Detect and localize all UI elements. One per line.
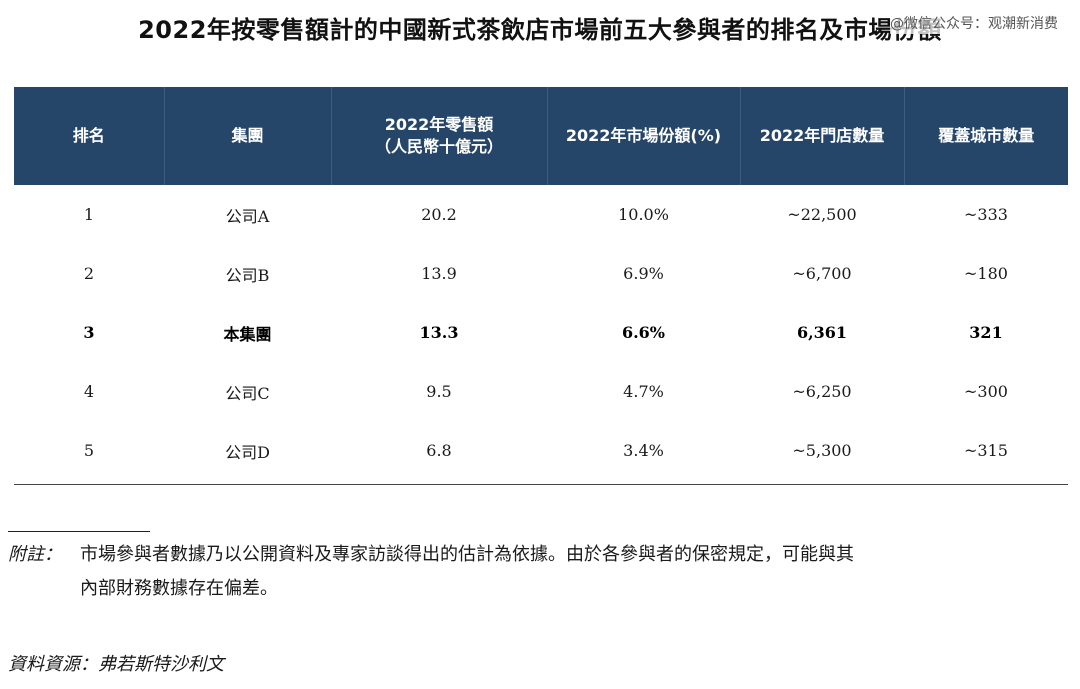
cell-retail: 9.5	[426, 382, 452, 401]
footnote: 附註： 市場參與者數據乃以公開資料及專家訪談得出的估計為依據。由於各參與者的保密規…	[8, 538, 1072, 606]
cell-stores: ~6,250	[792, 382, 852, 401]
cell-cities: ~333	[964, 205, 1008, 224]
cell-stores: ~22,500	[787, 205, 857, 224]
footnote-label: 附註：	[8, 544, 62, 565]
cell-share: 4.7%	[623, 382, 664, 401]
cell-retail: 13.9	[421, 264, 457, 283]
cell-stores: 6,361	[796, 323, 848, 342]
ranking-table: 排名 集團 2022年零售額 （人民幣十億元） 2022年市場份額(%) 202…	[14, 87, 1068, 480]
table-bottom-rule	[14, 484, 1068, 485]
ranking-table-container: 排名 集團 2022年零售額 （人民幣十億元） 2022年市場份額(%) 202…	[14, 87, 1068, 485]
footnote-text-1: 市場參與者數據乃以公開資料及專家訪談得出的估計為依據。由於各參與者的保密規定，可…	[80, 544, 854, 565]
cell-group: 公司D	[225, 442, 270, 462]
column-header-retail-line1: 2022年零售額	[384, 115, 494, 134]
footnote-line-2: 內部財務數據存在偏差。	[80, 578, 278, 599]
cell-share: 6.9%	[623, 264, 664, 283]
page-title: 2022年按零售額計的中國新式茶飲店市場前五大參與者的排名及市場份額	[138, 16, 942, 44]
footnote-line-1: 附註： 市場參與者數據乃以公開資料及專家訪談得出的估計為依據。由於各參與者的保密規…	[8, 538, 1072, 572]
table-row: 2 公司B 13.9 6.9% ~6,700 ~180	[14, 244, 1068, 303]
cell-share: 10.0%	[618, 205, 669, 224]
footnote-divider	[8, 531, 150, 532]
cell-cities: ~180	[964, 264, 1008, 283]
table-row: 5 公司D 6.8 3.4% ~5,300 ~315	[14, 421, 1068, 480]
cell-rank: 4	[83, 382, 95, 401]
column-header-share: 2022年市場份額(%)	[546, 87, 740, 185]
cell-rank: 3	[83, 323, 95, 342]
cell-share: 6.6%	[621, 323, 666, 342]
column-header-retail-line2: （人民幣十億元）	[374, 137, 503, 156]
cell-rank: 2	[83, 264, 95, 283]
cell-stores: ~5,300	[792, 441, 852, 460]
column-header-stores: 2022年門店數量	[739, 87, 904, 185]
cell-retail: 13.3	[419, 323, 459, 342]
column-header-group: 集團	[163, 87, 331, 185]
column-header-cities: 覆蓋城市數量	[903, 87, 1068, 185]
cell-share: 3.4%	[623, 441, 664, 460]
table-row-highlighted: 3 本集團 13.3 6.6% 6,361 321	[14, 303, 1068, 362]
cell-stores: ~6,700	[792, 264, 852, 283]
column-header-retail: 2022年零售額 （人民幣十億元）	[330, 87, 547, 185]
cell-retail: 6.8	[426, 441, 452, 460]
cell-group: 公司C	[225, 383, 270, 403]
table-row: 1 公司A 20.2 10.0% ~22,500 ~333	[14, 185, 1068, 244]
source-note: 資料資源：弗若斯特沙利文	[8, 654, 224, 675]
cell-group: 公司A	[225, 206, 270, 226]
cell-group: 公司B	[225, 265, 270, 285]
table-row: 4 公司C 9.5 4.7% ~6,250 ~300	[14, 362, 1068, 421]
cell-cities: ~300	[964, 382, 1008, 401]
watermark: @微信公众号：观潮新消费	[890, 14, 1058, 34]
table-header-row: 排名 集團 2022年零售額 （人民幣十億元） 2022年市場份額(%) 202…	[14, 87, 1068, 185]
cell-rank: 1	[83, 205, 95, 224]
cell-retail: 20.2	[421, 205, 457, 224]
cell-cities: 321	[969, 323, 1003, 342]
cell-cities: ~315	[964, 441, 1008, 460]
cell-rank: 5	[83, 441, 95, 460]
cell-group: 本集團	[223, 324, 272, 344]
column-header-rank: 排名	[72, 126, 105, 145]
